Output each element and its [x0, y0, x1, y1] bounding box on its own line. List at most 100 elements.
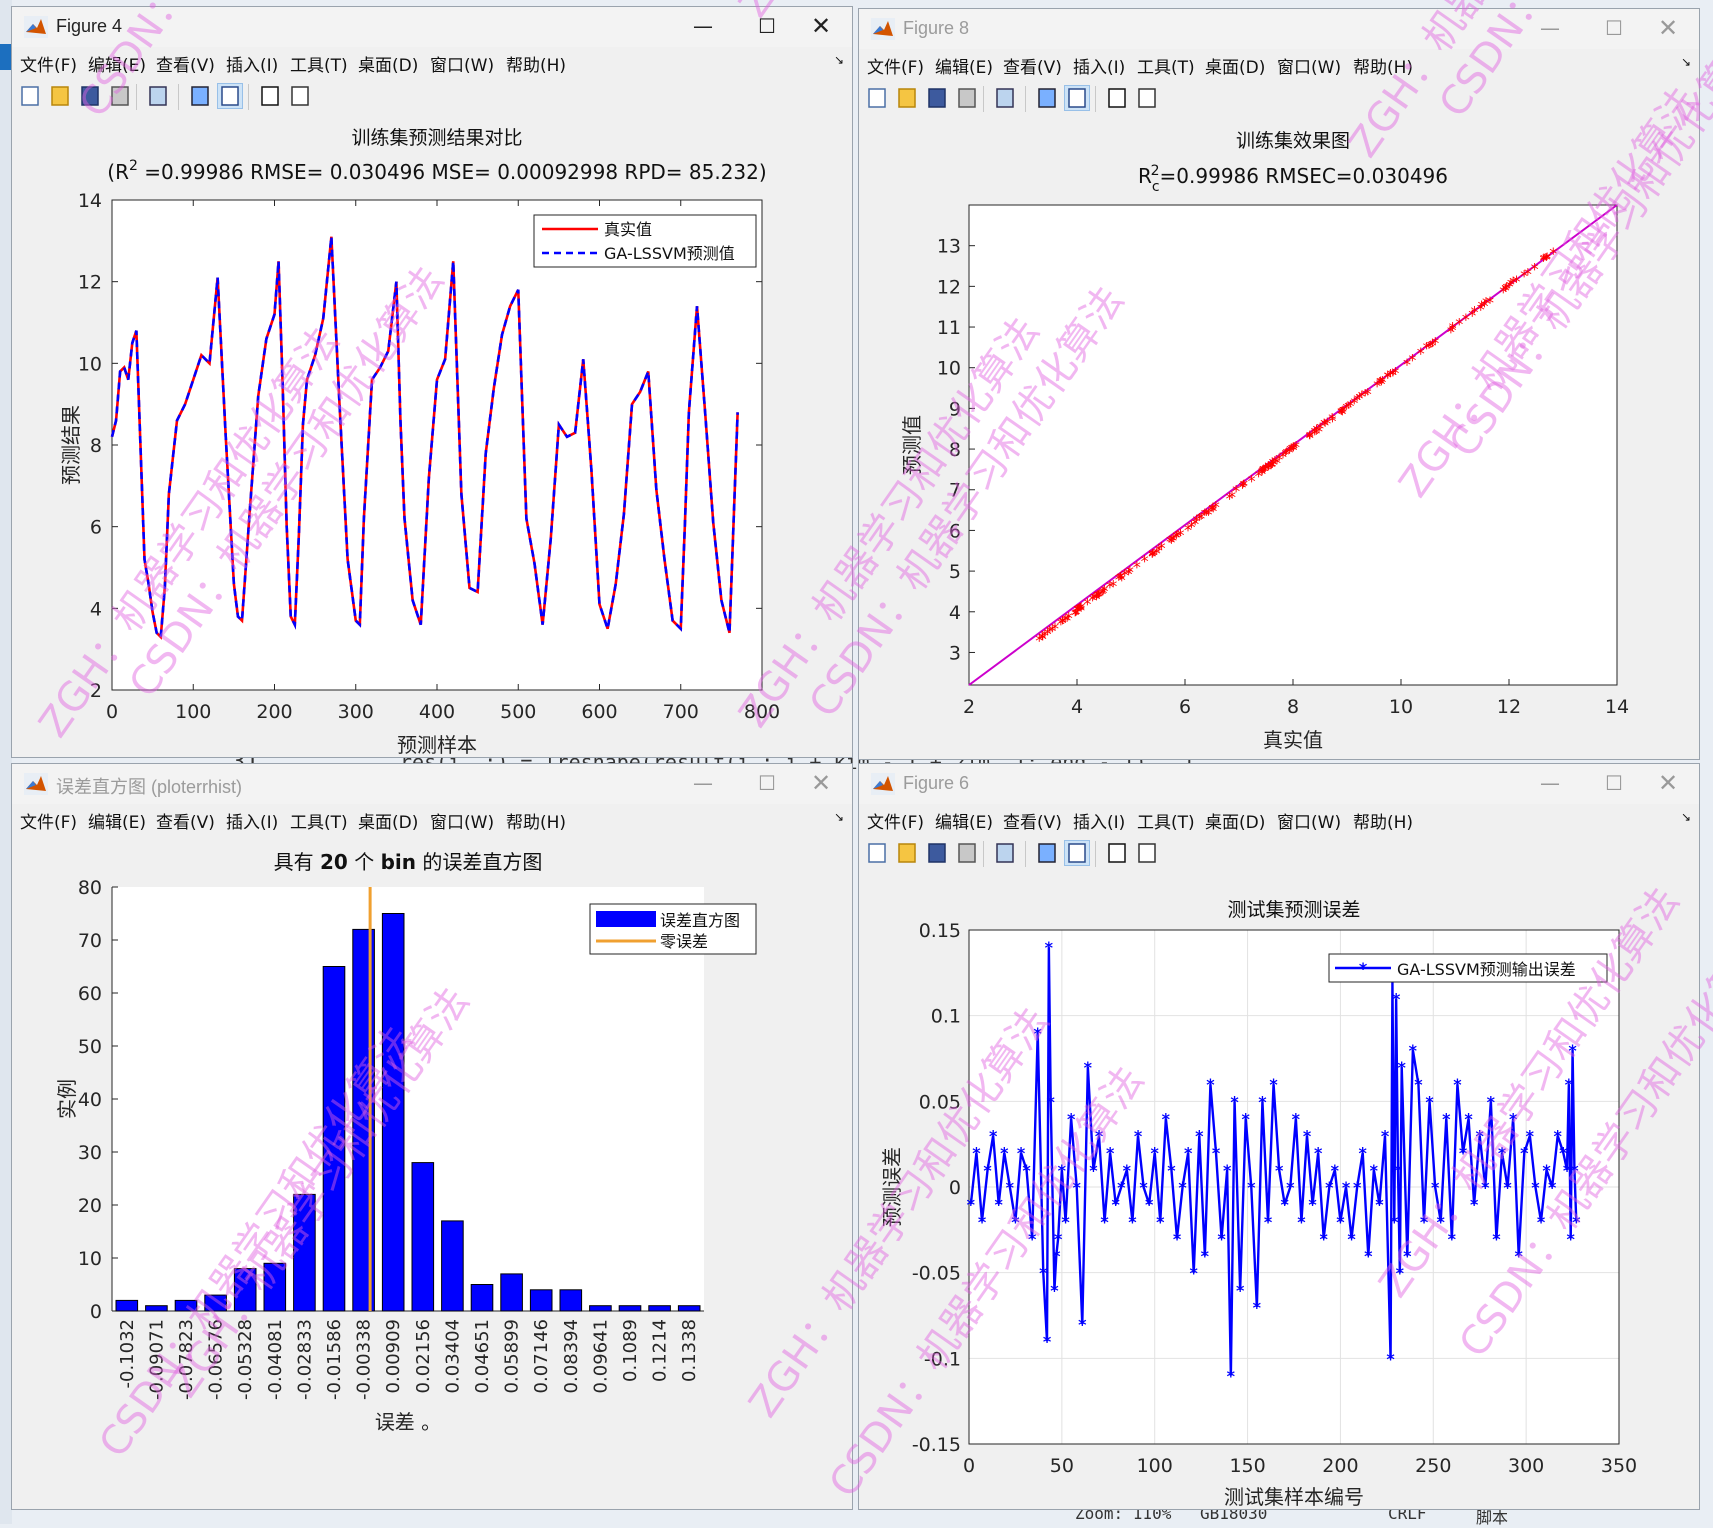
colorbar-icon[interactable] — [1035, 86, 1059, 110]
legend-icon[interactable] — [1064, 840, 1090, 866]
maximize-button[interactable]: ☐ — [758, 771, 776, 795]
data-point: * — [1248, 471, 1256, 490]
menu-item[interactable]: 桌面(D) — [358, 813, 419, 833]
new-file-icon[interactable] — [18, 84, 42, 108]
menu-item[interactable]: 窗口(W) — [1277, 813, 1342, 833]
pointer-icon[interactable] — [258, 84, 282, 108]
maximize-button[interactable]: ☐ — [1605, 771, 1623, 795]
menu-item[interactable]: 文件(F) — [20, 813, 78, 833]
menu-item[interactable]: 窗口(W) — [1277, 58, 1342, 78]
close-button[interactable]: ✕ — [810, 12, 832, 40]
error-point: * — [1195, 1127, 1204, 1146]
menu-item[interactable]: 查看(V) — [1003, 58, 1062, 78]
menu-item[interactable]: 文件(F) — [20, 56, 78, 76]
histogram-bar — [115, 1299, 139, 1312]
menu-item[interactable]: 工具(T) — [290, 813, 348, 833]
menu-overflow-icon[interactable]: ↘ — [833, 810, 844, 824]
new-file-icon[interactable] — [865, 86, 889, 110]
data-point: * — [1077, 601, 1085, 620]
minimize-button[interactable]: — — [1540, 771, 1560, 795]
menu-item[interactable]: 插入(I) — [226, 56, 279, 76]
menu-item[interactable]: 工具(T) — [1137, 813, 1195, 833]
colorbar-icon[interactable] — [188, 84, 212, 108]
menu-item[interactable]: 帮助(H) — [506, 56, 567, 76]
minimize-button[interactable]: — — [693, 771, 713, 795]
pointer-icon[interactable] — [1105, 86, 1129, 110]
close-button[interactable]: ✕ — [1657, 769, 1679, 797]
new-file-icon[interactable] — [865, 841, 889, 865]
error-histogram-window[interactable]: 误差直方图 (ploterrhist) — ☐ ✕ 文件(F) 编辑(E) 查看(V… — [11, 763, 853, 1510]
minimize-button[interactable]: — — [1540, 16, 1560, 40]
title-bar[interactable]: 误差直方图 (ploterrhist) — ☐ ✕ — [12, 764, 852, 804]
data-point: * — [1239, 476, 1247, 495]
save-icon[interactable] — [925, 86, 949, 110]
menu-item[interactable]: 帮助(H) — [1353, 58, 1414, 78]
legend-icon[interactable] — [1064, 85, 1090, 111]
title-bar[interactable]: Figure 4 — ☐ ✕ — [12, 7, 852, 47]
menu-item[interactable]: 编辑(E) — [935, 58, 994, 78]
save-icon[interactable] — [925, 841, 949, 865]
error-point: * — [1568, 1041, 1577, 1060]
error-point: * — [1247, 1178, 1256, 1197]
menu-item[interactable]: 桌面(D) — [1205, 58, 1266, 78]
open-folder-icon[interactable] — [895, 841, 919, 865]
open-folder-icon[interactable] — [48, 84, 72, 108]
property-editor-icon[interactable] — [1135, 841, 1159, 865]
close-button[interactable]: ✕ — [1657, 14, 1679, 42]
data-point: * — [1106, 577, 1114, 596]
save-icon[interactable] — [78, 84, 102, 108]
menu-item[interactable]: 窗口(W) — [430, 56, 495, 76]
menu-item[interactable]: 文件(F) — [867, 813, 925, 833]
menu-item[interactable]: 工具(T) — [290, 56, 348, 76]
property-editor-icon[interactable] — [288, 84, 312, 108]
menu-item[interactable]: 桌面(D) — [358, 56, 419, 76]
figure-window-8[interactable]: Figure 8 — ☐ ✕ 文件(F) 编辑(E) 查看(V) 插入(I) 工具(T)… — [858, 8, 1700, 760]
menu-overflow-icon[interactable]: ↘ — [833, 53, 844, 67]
menu-item[interactable]: 查看(V) — [156, 56, 215, 76]
menu-item[interactable]: 编辑(E) — [88, 813, 147, 833]
menu-item[interactable]: 帮助(H) — [1353, 813, 1414, 833]
figure-window-4[interactable]: Figure 4 — ☐ ✕ 文件(F) 编辑(E) 查看(V) 插入(I) 工具(T)… — [11, 6, 853, 758]
print-icon[interactable] — [108, 84, 132, 108]
menu-item[interactable]: 编辑(E) — [88, 56, 147, 76]
menu-overflow-icon[interactable]: ↘ — [1680, 55, 1691, 69]
pointer-icon[interactable] — [1105, 841, 1129, 865]
open-folder-icon[interactable] — [895, 86, 919, 110]
maximize-button[interactable]: ☐ — [758, 14, 776, 38]
print-icon[interactable] — [955, 86, 979, 110]
maximize-button[interactable]: ☐ — [1605, 16, 1623, 40]
menu-item[interactable]: 桌面(D) — [1205, 813, 1266, 833]
error-point: * — [1061, 1212, 1070, 1231]
error-point: * — [1230, 1092, 1239, 1111]
figure-window-6[interactable]: Figure 6 — ☐ ✕ 文件(F) 编辑(E) 查看(V) 插入(I) 工具(T)… — [858, 763, 1700, 1510]
colorbar-icon[interactable] — [1035, 841, 1059, 865]
data-point: * — [1046, 622, 1054, 641]
print-icon[interactable] — [955, 841, 979, 865]
menu-item[interactable]: 插入(I) — [1073, 58, 1126, 78]
data-point: * — [1269, 454, 1277, 473]
menu-item[interactable]: 编辑(E) — [935, 813, 994, 833]
legend-icon[interactable] — [217, 83, 243, 109]
property-editor-icon[interactable] — [1135, 86, 1159, 110]
toolbar-separator — [178, 84, 179, 110]
data-point: * — [1358, 387, 1366, 406]
minimize-button[interactable]: — — [693, 14, 713, 38]
close-button[interactable]: ✕ — [810, 769, 832, 797]
link-plot-icon[interactable] — [993, 86, 1017, 110]
data-point: * — [1321, 416, 1329, 435]
menu-overflow-icon[interactable]: ↘ — [1680, 810, 1691, 824]
title-bar[interactable]: Figure 6 — ☐ ✕ — [859, 764, 1699, 804]
link-plot-icon[interactable] — [993, 841, 1017, 865]
data-point: * — [1177, 526, 1185, 545]
menu-item[interactable]: 插入(I) — [1073, 813, 1126, 833]
menu-item[interactable]: 文件(F) — [867, 58, 925, 78]
menu-item[interactable]: 查看(V) — [1003, 813, 1062, 833]
menu-item[interactable]: 查看(V) — [156, 813, 215, 833]
menu-item[interactable]: 窗口(W) — [430, 813, 495, 833]
title-bar[interactable]: Figure 8 — ☐ ✕ — [859, 9, 1699, 49]
link-plot-icon[interactable] — [146, 84, 170, 108]
menu-item[interactable]: 工具(T) — [1137, 58, 1195, 78]
menu-item[interactable]: 帮助(H) — [506, 813, 567, 833]
plot-area: 训练集效果图 Rc2=0.99986 RMSEC=0.030496 2 4 6 8 10 12… — [859, 117, 1699, 759]
menu-item[interactable]: 插入(I) — [226, 813, 279, 833]
